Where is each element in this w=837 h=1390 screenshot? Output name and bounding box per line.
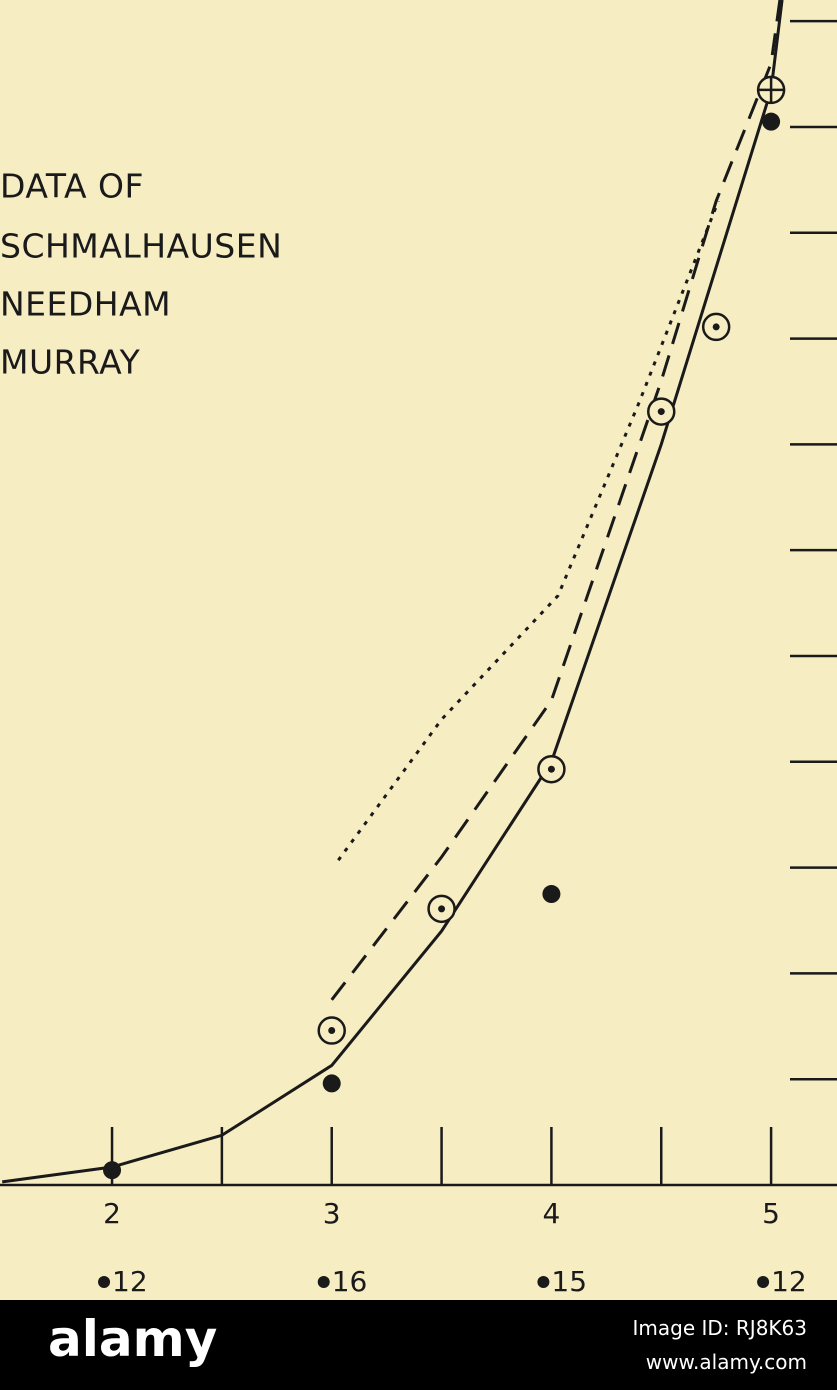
circled-point bbox=[537, 754, 566, 784]
circled-point bbox=[427, 894, 456, 924]
x-tick-label: 3 bbox=[323, 1197, 341, 1230]
watermark-logo: alamy bbox=[48, 1310, 218, 1368]
marker-dot bbox=[712, 323, 720, 331]
chart: DATA OF SCHMALHAUSEN NEEDHAM MURRAY 2 3 4 5 12 16… bbox=[0, 0, 837, 1298]
filled-point bbox=[762, 112, 781, 131]
legend-entry: NEEDHAM bbox=[0, 285, 171, 324]
marker-dot bbox=[328, 1027, 336, 1035]
legend-title: DATA OF bbox=[0, 167, 144, 206]
watermark-url: www.alamy.com bbox=[645, 1350, 807, 1374]
count-label: 16 bbox=[332, 1265, 368, 1298]
circled-point bbox=[647, 397, 676, 426]
x-tick-label: 5 bbox=[762, 1197, 780, 1230]
count-dot bbox=[537, 1276, 550, 1288]
marker-dot bbox=[438, 905, 446, 913]
x-tick-label: 2 bbox=[103, 1197, 121, 1230]
crossed-point bbox=[756, 75, 786, 105]
count-dot bbox=[98, 1276, 111, 1288]
legend-entry: SCHMALHAUSEN bbox=[0, 227, 282, 266]
count-dot bbox=[757, 1276, 770, 1288]
watermark-bar: alamy Image ID: RJ8K63 www.alamy.com bbox=[0, 1300, 837, 1390]
count-label: 15 bbox=[551, 1265, 587, 1298]
marker-dot bbox=[657, 408, 665, 416]
filled-point bbox=[542, 885, 561, 904]
count-label: 12 bbox=[112, 1265, 148, 1298]
dashed-line bbox=[330, 0, 782, 1001]
dotted-line bbox=[337, 200, 720, 862]
legend-entry: MURRAY bbox=[0, 343, 141, 382]
image-id: Image ID: RJ8K63 bbox=[632, 1316, 807, 1340]
solid-line bbox=[1, 0, 784, 1184]
filled-point bbox=[322, 1074, 341, 1093]
circled-point bbox=[701, 312, 731, 342]
filled-point bbox=[103, 1161, 122, 1180]
x-tick-label: 4 bbox=[542, 1197, 560, 1230]
circled-point bbox=[317, 1016, 346, 1045]
count-dot bbox=[317, 1276, 330, 1288]
marker-dot bbox=[547, 765, 555, 773]
count-label: 12 bbox=[771, 1265, 807, 1298]
